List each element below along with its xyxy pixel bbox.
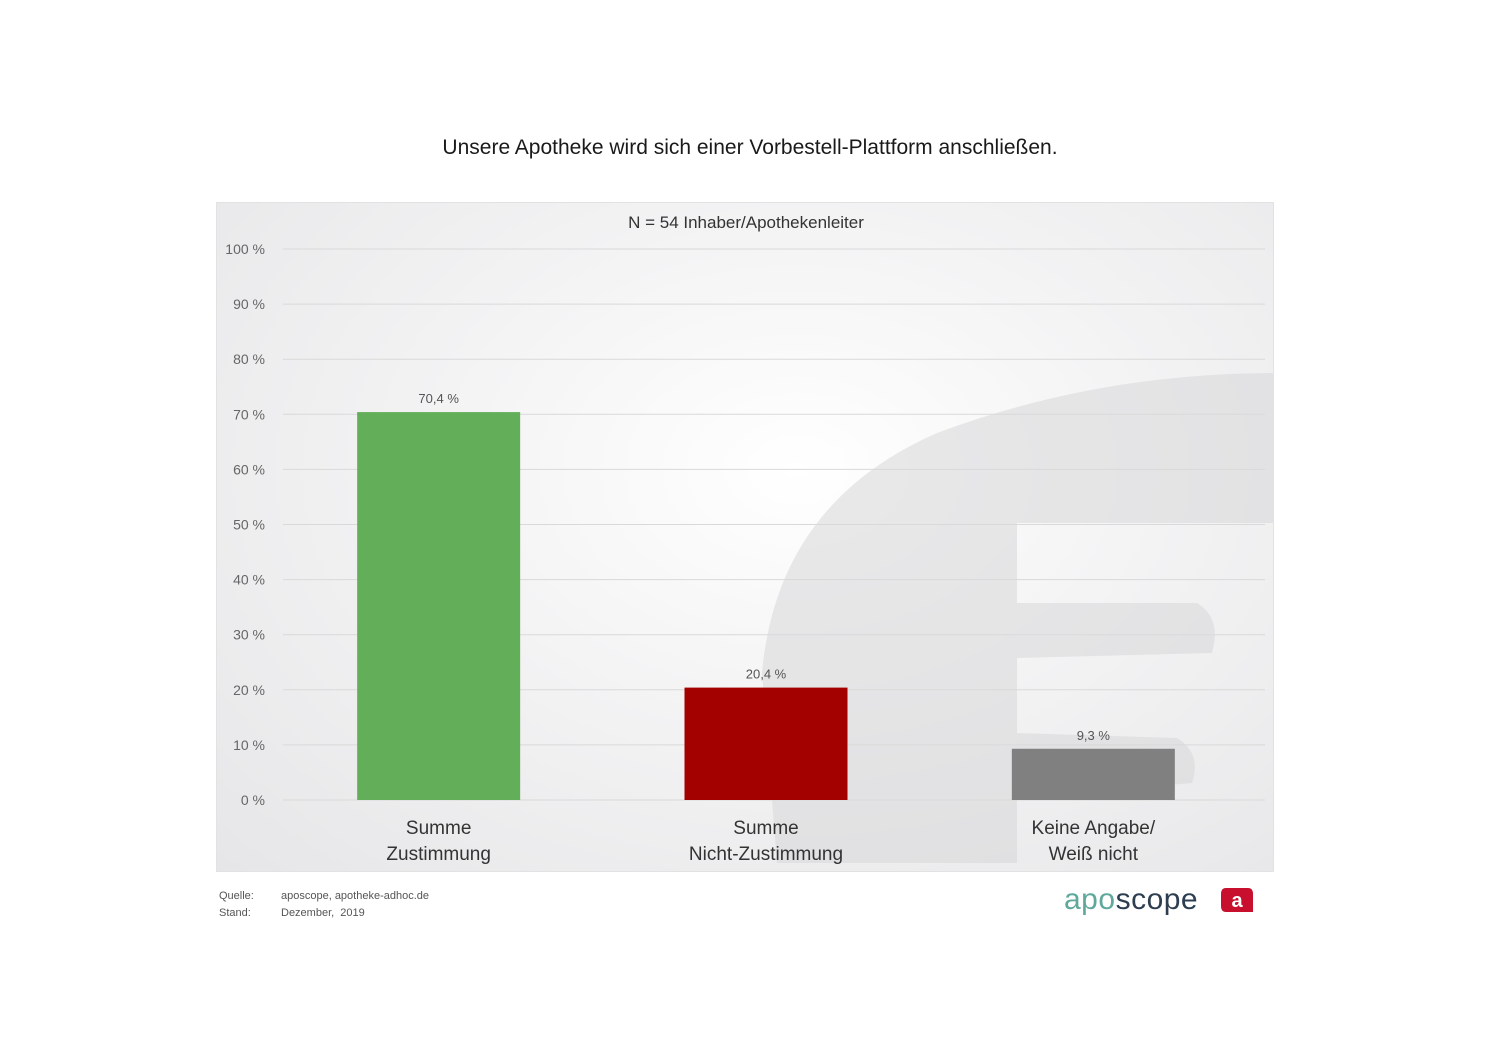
date-value: Dezember, 2019 [281, 906, 365, 919]
source-note: Quelle: aposcope, apotheke-adhoc.de Stan… [219, 888, 429, 921]
y-tick-label: 40 % [233, 572, 265, 588]
source-label: Quelle: [219, 890, 254, 902]
watermark-shape [762, 373, 1273, 863]
y-tick-label: 70 % [233, 406, 265, 422]
y-tick-label: 60 % [233, 461, 265, 477]
logo-wordmark: aposcope [1064, 883, 1198, 917]
bar-value-label: 20,4 % [746, 667, 787, 682]
source-value: aposcope, apotheke-adhoc.de [281, 890, 430, 902]
badge-letter: a [1232, 890, 1244, 912]
y-tick-label: 0 % [241, 792, 265, 808]
bar-chart: N = 54 Inhaber/Apothekenleiter 0 % 10 % 20… [225, 213, 1273, 865]
y-tick-label: 80 % [233, 351, 265, 367]
bar-value-label: 9,3 % [1077, 728, 1111, 743]
apotheke-adhoc-badge-icon: a [1221, 888, 1254, 912]
logo-apo-text: apo [1064, 883, 1116, 916]
y-tick-label: 10 % [233, 737, 265, 753]
y-tick-label: 90 % [233, 296, 265, 312]
x-category-label: Summe [406, 818, 471, 839]
bar [357, 412, 521, 800]
logo-scope-text: scope [1115, 883, 1199, 916]
y-tick-label: 30 % [233, 627, 265, 643]
chart-subtitle: N = 54 Inhaber/Apothekenleiter [628, 213, 864, 232]
y-tick-label: 100 % [225, 241, 265, 257]
x-category-label: Zustimmung [386, 844, 491, 865]
x-category-label: Summe [733, 818, 798, 839]
bar-value-label: 70,4 % [418, 391, 459, 406]
bar [684, 687, 848, 800]
x-category-label: Weiß nicht [1049, 844, 1139, 865]
bar [1011, 748, 1175, 800]
chart-title: Unsere Apotheke wird sich einer Vorbeste… [442, 136, 1058, 159]
y-tick-label: 50 % [233, 517, 265, 533]
x-category-label: Nicht-Zustimmung [689, 844, 843, 865]
chart-panel: N = 54 Inhaber/Apothekenleiter 0 % 10 % 20… [216, 202, 1274, 872]
aposcope-logo: aposcope a [1064, 880, 1254, 920]
x-category-label: Keine Angabe/ [1032, 818, 1156, 839]
y-tick-label: 20 % [233, 682, 265, 698]
date-label: Stand: [219, 906, 251, 919]
